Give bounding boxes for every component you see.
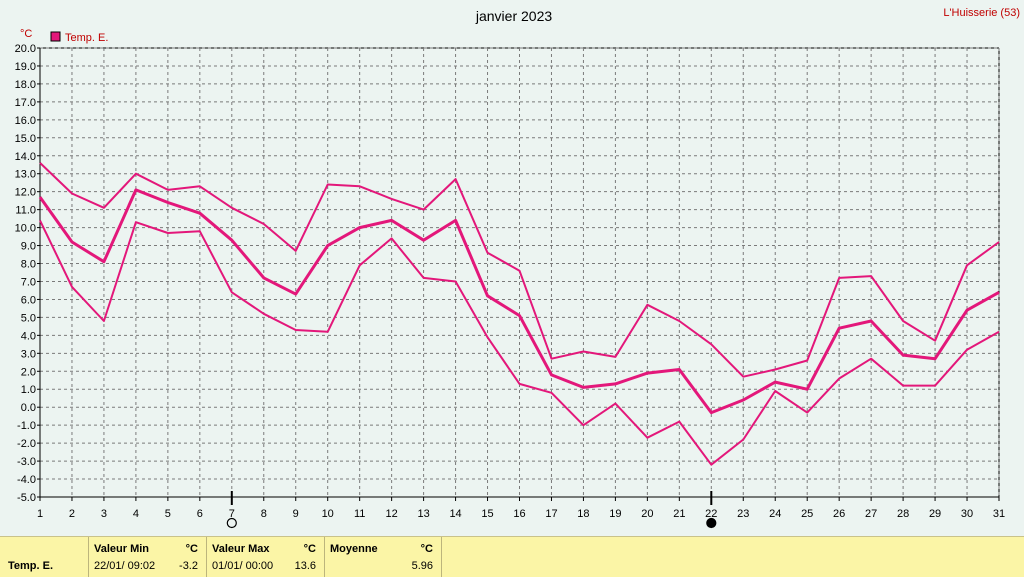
y-tick-label: 16.0 — [15, 115, 36, 127]
empty-circle-marker — [226, 517, 237, 529]
x-tick-label: 22 — [705, 508, 717, 520]
y-tick-label: -4.0 — [17, 474, 36, 486]
x-tick-label: 10 — [322, 508, 334, 520]
legend-swatch — [50, 31, 61, 42]
stats-footer: Temp. E. Valeur Min °C 22/01/ 09:02 -3.2… — [0, 536, 1024, 577]
x-tick-label: 24 — [769, 508, 781, 520]
x-tick-label: 6 — [197, 508, 203, 520]
x-tick-label: 25 — [801, 508, 813, 520]
chart-title: janvier 2023 — [475, 8, 552, 24]
x-tick-label: 7 — [229, 508, 235, 520]
max-unit: °C — [303, 543, 316, 555]
min-stat-cell: Valeur Min °C 22/01/ 09:02 -3.2 — [89, 537, 207, 577]
max-value: 13.6 — [294, 560, 316, 572]
x-tick-label: 15 — [481, 508, 493, 520]
x-tick-label: 3 — [101, 508, 107, 520]
min-header: Valeur Min — [94, 543, 150, 555]
x-tick-label: 14 — [449, 508, 461, 520]
y-tick-label: 0.0 — [21, 402, 36, 414]
y-tick-label: 8.0 — [21, 259, 36, 271]
max-header: Valeur Max — [212, 543, 270, 555]
y-tick-label: 5.0 — [21, 312, 36, 324]
x-tick-label: 29 — [929, 508, 941, 520]
x-tick-label: 27 — [865, 508, 877, 520]
x-tick-label: 31 — [993, 508, 1005, 520]
mean-unit: °C — [420, 543, 433, 555]
y-tick-label: 9.0 — [21, 241, 36, 253]
y-axis-unit: °C — [20, 28, 32, 40]
y-tick-label: 13.0 — [15, 169, 36, 181]
max-datetime: 01/01/ 00:00 — [212, 560, 274, 572]
x-tick-label: 4 — [133, 508, 139, 520]
x-tick-label: 30 — [961, 508, 973, 520]
min-unit: °C — [185, 543, 198, 555]
y-tick-label: 14.0 — [15, 151, 36, 163]
x-tick-label: 13 — [417, 508, 429, 520]
x-tick-label: 21 — [673, 508, 685, 520]
mean-header: Moyenne — [330, 543, 378, 555]
min-value: -3.2 — [179, 560, 198, 572]
y-tick-label: 3.0 — [21, 348, 36, 360]
x-axis-ticks: 1 2 3 4 5 6 7 8 9 10 11 12 13 14 15 16 17 18 19 20 21 22 23 24 2… — [37, 497, 1005, 520]
series-lines — [38, 162, 1000, 466]
station-name: L'Huisserie (53) — [943, 7, 1020, 19]
y-tick-label: 1.0 — [21, 384, 36, 396]
y-tick-label: 18.0 — [15, 79, 36, 91]
x-tick-label: 12 — [386, 508, 398, 520]
stats-row-label: Temp. E. — [8, 560, 54, 572]
y-tick-label: 7.0 — [21, 276, 36, 288]
x-tick-label: 17 — [545, 508, 557, 520]
stats-row-label-cell: Temp. E. — [0, 537, 89, 577]
legend-label: Temp. E. — [65, 32, 108, 44]
min-datetime: 22/01/ 09:02 — [94, 560, 156, 572]
x-tick-label: 19 — [609, 508, 621, 520]
y-tick-label: 6.0 — [21, 294, 36, 306]
mean-stat-cell: Moyenne °C 5.96 — [325, 537, 442, 577]
x-tick-label: 18 — [577, 508, 589, 520]
x-tick-label: 26 — [833, 508, 845, 520]
x-tick-label: 2 — [69, 508, 75, 520]
y-tick-label: 17.0 — [15, 97, 36, 109]
y-tick-label: 19.0 — [15, 61, 36, 73]
grid — [39, 47, 1000, 498]
series-line-mean — [38, 188, 1000, 415]
y-tick-label: -5.0 — [17, 492, 36, 504]
max-stat-cell: Valeur Max °C 01/01/ 00:00 13.6 — [207, 537, 325, 577]
y-axis-ticks: 20.0 19.0 18.0 17.0 16.0 15.0 14.0 13.0 12.0 11.0… — [15, 43, 40, 504]
x-tick-label: 5 — [165, 508, 171, 520]
y-tick-label: 15.0 — [15, 133, 36, 145]
y-tick-label: -3.0 — [17, 456, 36, 468]
series-line-max — [39, 162, 1000, 378]
x-tick-label: 23 — [737, 508, 749, 520]
y-tick-label: -1.0 — [17, 420, 36, 432]
x-tick-label: 20 — [641, 508, 653, 520]
y-tick-label: 12.0 — [15, 187, 36, 199]
y-tick-label: 10.0 — [15, 223, 36, 235]
x-tick-label: 11 — [354, 508, 365, 520]
y-tick-label: 11.0 — [15, 205, 36, 217]
series-line-min — [39, 219, 1000, 466]
x-tick-label: 28 — [897, 508, 909, 520]
y-tick-label: 2.0 — [21, 366, 36, 378]
temperature-chart: janvier 2023 L'Huisserie (53) °C Temp. E… — [15, 7, 1020, 529]
x-tick-label: 9 — [293, 508, 299, 520]
x-tick-label: 8 — [261, 508, 267, 520]
day-markers — [226, 491, 717, 529]
y-tick-label: 4.0 — [21, 330, 36, 342]
y-tick-label: -2.0 — [17, 438, 36, 450]
x-tick-label: 16 — [513, 508, 525, 520]
x-tick-label: 1 — [37, 508, 43, 520]
y-tick-label: 20.0 — [15, 43, 36, 55]
filled-circle-marker — [706, 517, 717, 529]
mean-value: 5.96 — [411, 560, 433, 572]
